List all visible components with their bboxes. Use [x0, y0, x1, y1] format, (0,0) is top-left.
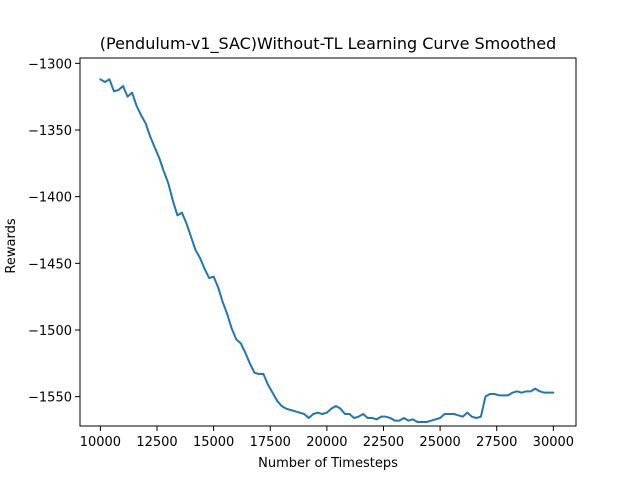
x-tick-label: 15000	[193, 435, 234, 450]
x-tick-label: 22500	[363, 435, 404, 450]
y-tick-label: −1550	[28, 391, 72, 406]
y-tick-label: −1450	[28, 257, 72, 272]
x-tick-label: 27500	[476, 435, 517, 450]
x-tick-label: 10000	[80, 435, 121, 450]
plot-area: 10000 12500 15000 17500 20000 22500 25000 27500…	[28, 57, 577, 450]
y-tick-label: −1500	[28, 324, 72, 339]
x-axis-title: Number of Timesteps	[258, 456, 398, 471]
axes-frame	[79, 57, 577, 427]
y-tick-label: −1400	[28, 191, 72, 206]
x-tick-label: 30000	[533, 435, 574, 450]
x-tick-label: 17500	[250, 435, 291, 450]
chart-title: (Pendulum-v1_SAC)Without-TL Learning Cur…	[100, 34, 556, 54]
y-tick-label: −1350	[28, 124, 72, 139]
y-axis-title: Rewards	[4, 218, 19, 273]
x-tick-label: 20000	[306, 435, 347, 450]
x-tick-label: 12500	[136, 435, 177, 450]
series-line	[99, 78, 555, 423]
y-tick-label: −1300	[28, 57, 72, 72]
x-tick-label: 25000	[419, 435, 460, 450]
